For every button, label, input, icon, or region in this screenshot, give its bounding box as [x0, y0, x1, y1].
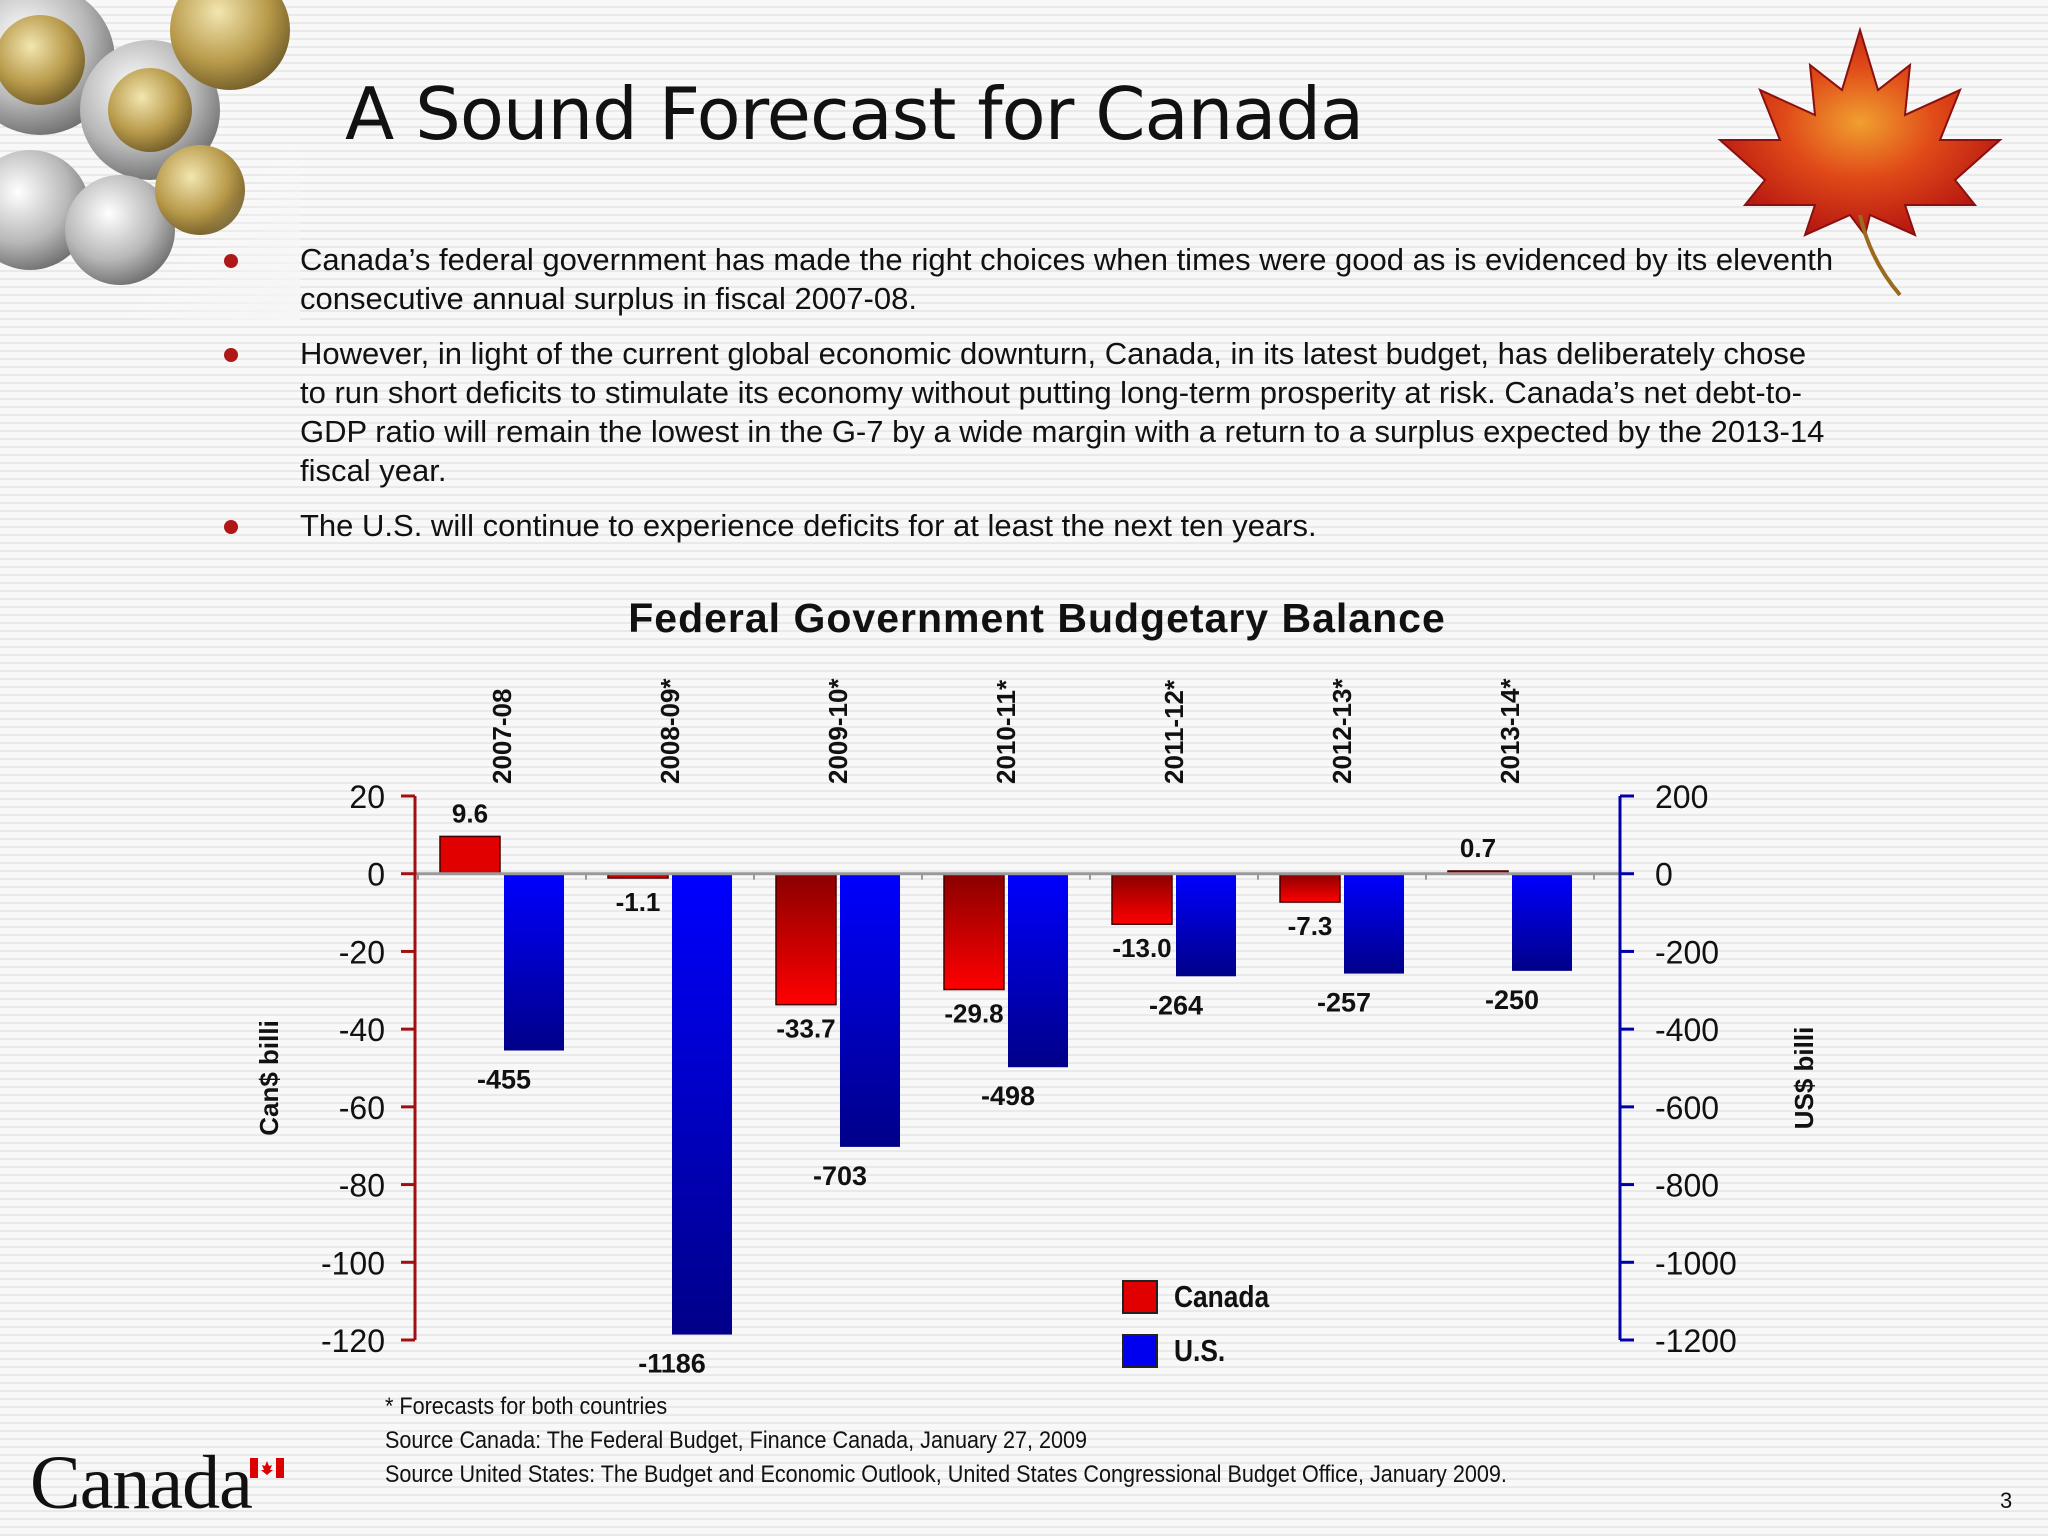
data-label-us: -1186 [638, 1349, 706, 1379]
y-tick-label-left: 0 [367, 857, 385, 893]
bullet-list: Canada’s federal government has made the… [220, 240, 1840, 561]
bar-us [1512, 873, 1572, 971]
bullet-dot-icon [224, 254, 238, 268]
bar-canada [1111, 872, 1173, 925]
data-label-canada: -33.7 [776, 1014, 835, 1044]
bullet-dot-icon [224, 348, 238, 362]
data-label-us: -264 [1149, 990, 1203, 1020]
bullet-dot-icon [224, 520, 238, 534]
source-canada: Source Canada: The Federal Budget, Finan… [385, 1427, 1088, 1454]
bullet-item: The U.S. will continue to experience def… [220, 506, 1840, 545]
y-tick-label-right: 0 [1655, 857, 1673, 893]
data-label-us: -250 [1485, 985, 1539, 1015]
bullet-text: However, in light of the current global … [300, 336, 1825, 488]
budget-chart: Federal Government Budgetary Balance 200… [254, 595, 1819, 1379]
y-tick-label-left: -120 [321, 1323, 385, 1359]
y-tick-label-right: -1200 [1655, 1323, 1737, 1359]
bar-us [1176, 873, 1236, 977]
slide-title: A Sound Forecast for Canada [345, 72, 1364, 156]
legend-swatch-canada [1122, 1280, 1158, 1314]
y-axis-label-left: Can$ billi [254, 1020, 284, 1136]
maple-leaf-image [1717, 26, 2003, 297]
y-tick-label-left: 20 [349, 779, 385, 815]
x-tick-label: 2008-09* [655, 678, 685, 784]
legend-item-canada: Canada [1122, 1275, 1286, 1319]
legend-swatch-us [1122, 1334, 1158, 1368]
y-tick-label-right: -1000 [1655, 1245, 1737, 1281]
bar-us [504, 873, 564, 1051]
bullet-text: The U.S. will continue to experience def… [300, 508, 1317, 543]
y-tick-label-right: 200 [1655, 779, 1708, 815]
source-us: Source United States: The Budget and Eco… [385, 1461, 1507, 1488]
bar-us [672, 873, 732, 1335]
bar-us [1008, 873, 1068, 1068]
canada-wordmark: Canada [30, 1441, 253, 1525]
y-tick-label-left: -20 [339, 934, 385, 970]
data-label-us: -257 [1317, 988, 1371, 1018]
bullet-text: Canada’s federal government has made the… [300, 242, 1834, 316]
y-tick-label-left: -40 [339, 1012, 385, 1048]
y-tick-label-right: -200 [1655, 934, 1719, 970]
data-label-canada: 9.6 [452, 798, 488, 828]
data-label-canada: -29.8 [944, 999, 1003, 1029]
bullet-item: Canada’s federal government has made the… [220, 240, 1840, 318]
data-label-canada: -7.3 [1288, 911, 1333, 941]
bullet-item: However, in light of the current global … [220, 334, 1840, 490]
x-tick-label: 2009-10* [823, 678, 853, 784]
x-tick-label: 2011-12* [1159, 679, 1189, 784]
bar-us [1344, 873, 1404, 974]
data-label-canada: 0.7 [1460, 833, 1496, 863]
footnote: * Forecasts for both countries [385, 1393, 668, 1420]
data-label-canada: -13.0 [1112, 933, 1171, 963]
data-label-canada: -1.1 [616, 887, 661, 917]
page-number: 3 [2000, 1488, 2013, 1513]
bar-us [840, 873, 900, 1147]
y-tick-label-right: -600 [1655, 1090, 1719, 1126]
y-axis-label-right: US$ billi [1789, 1027, 1819, 1130]
legend-label-canada: Canada [1174, 1279, 1270, 1314]
data-label-us: -455 [477, 1065, 531, 1095]
source-notes: * Forecasts for both countries Source Ca… [385, 1390, 1632, 1492]
x-tick-label: 2012-13* [1327, 678, 1357, 784]
y-tick-label-right: -800 [1655, 1168, 1719, 1204]
x-tick-label: 2007-08 [487, 689, 517, 784]
y-tick-label-left: -100 [321, 1245, 385, 1281]
y-tick-label-right: -400 [1655, 1012, 1719, 1048]
chart-legend: Canada U.S. [1122, 1275, 1286, 1383]
data-label-us: -498 [981, 1081, 1035, 1111]
coins-image [0, 0, 300, 320]
legend-label-us: U.S. [1174, 1333, 1226, 1368]
bar-canada [1279, 872, 1341, 903]
bar-canada [439, 835, 501, 875]
bar-canada [943, 872, 1005, 991]
legend-item-us: U.S. [1122, 1329, 1286, 1373]
x-tick-label: 2013-14* [1495, 678, 1525, 784]
y-tick-label-left: -80 [339, 1168, 385, 1204]
x-tick-label: 2010-11* [991, 679, 1021, 784]
bar-canada [775, 872, 837, 1006]
flag-icon [250, 1458, 284, 1478]
y-tick-label-left: -60 [339, 1090, 385, 1126]
chart-title: Federal Government Budgetary Balance [628, 595, 1446, 641]
data-label-us: -703 [813, 1161, 867, 1191]
